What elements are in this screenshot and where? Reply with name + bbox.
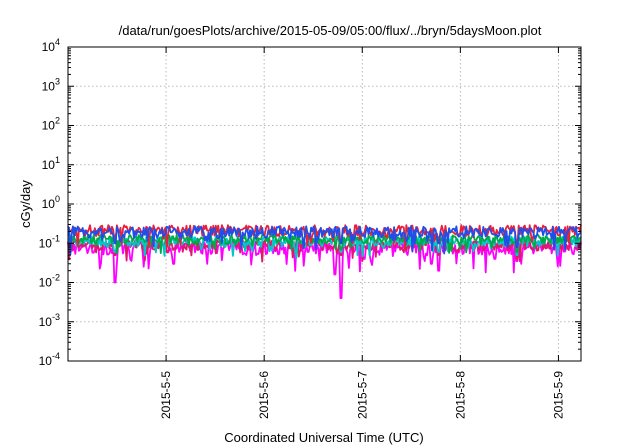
x-axis-title: Coordinated Universal Time (UTC)	[224, 430, 423, 445]
y-tick-label: 10-4	[39, 351, 60, 368]
y-axis-title: cGy/day	[18, 180, 33, 228]
data-series-group	[67, 224, 582, 300]
y-tick-label: 103	[42, 76, 60, 93]
y-tick-label: 104	[42, 37, 60, 54]
y-tick-labels: 10-4 10-3 10-2 10-1 100 101 102 103 104	[39, 37, 60, 368]
x-tick-label: 2015-5-9	[551, 371, 565, 419]
axis-ticks	[68, 46, 581, 362]
x-tick-labels: 2015-5-5 2015-5-6 2015-5-7 2015-5-8 2015-5-9	[159, 371, 565, 419]
x-tick-label: 2015-5-7	[355, 371, 369, 419]
y-tick-label: 102	[42, 116, 60, 133]
chart-title: /data/run/goesPlots/archive/2015-05-09/0…	[119, 23, 542, 38]
x-tick-label: 2015-5-6	[257, 371, 271, 419]
y-tick-label: 10-2	[39, 273, 60, 290]
y-tick-label: 101	[42, 155, 60, 172]
series-line-6	[67, 225, 582, 256]
y-tick-label: 100	[42, 194, 60, 211]
x-tick-label: 2015-5-8	[453, 371, 467, 419]
y-tick-label: 10-3	[39, 312, 60, 329]
x-tick-label: 2015-5-5	[159, 371, 173, 419]
grid-lines	[68, 47, 581, 361]
y-tick-label: 10-1	[39, 233, 60, 250]
